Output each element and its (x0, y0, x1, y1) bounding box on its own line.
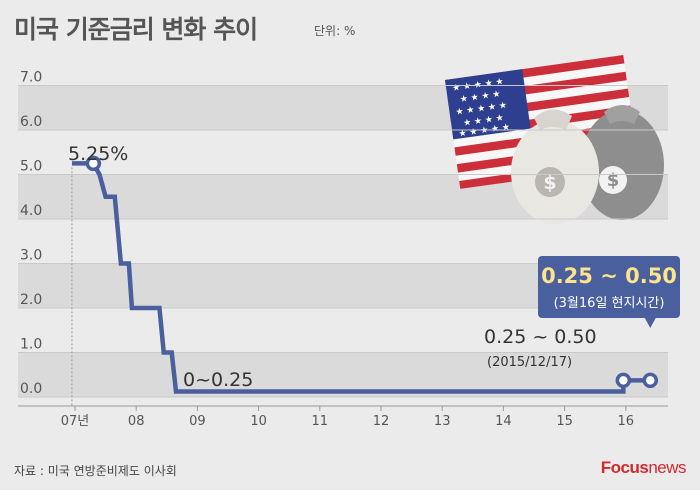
money-bags-illustration: $ $ (511, 105, 664, 224)
y-tick-0.0: 0.0 (20, 381, 42, 397)
annotations: 5.25% 0~0.25 0.25 ~ 0.50 (2015/12/17) 0.25 ~… (68, 143, 680, 391)
rate-point-0 (85, 155, 102, 172)
x-tick-11: 11 (312, 414, 329, 429)
x-tick-07년: 07년 (61, 414, 90, 429)
annotation-dec2015-rate: 0.25 ~ 0.50 (484, 326, 597, 348)
y-tick-3.0: 3.0 (20, 248, 42, 264)
chart-title: 미국 기준금리 변화 추이 (14, 15, 258, 44)
x-tick-10: 10 (250, 414, 267, 429)
y-tick-2.0: 2.0 (20, 292, 42, 308)
y-tick-7.0: 7.0 (20, 70, 42, 86)
x-axis: 07년 08 09 10 11 12 13 14 15 16 (18, 405, 668, 429)
svg-text:$: $ (607, 170, 620, 191)
logo-news: news (648, 458, 686, 477)
focusnews-logo: Focusnews (600, 458, 687, 478)
svg-text:$: $ (543, 172, 556, 194)
annotation-peak: 5.25% (68, 143, 128, 165)
y-tick-6.0: 6.0 (20, 114, 42, 130)
x-tick-15: 15 (556, 414, 573, 429)
rate-series (71, 155, 659, 394)
source-note: 자료 : 미국 연방준비제도 이사회 (14, 464, 177, 478)
annotation-zero-range: 0~0.25 (183, 369, 253, 391)
logo-brand: Focus (600, 458, 649, 477)
y-tick-1.0: 1.0 (20, 337, 42, 353)
x-tick-09: 09 (189, 414, 206, 429)
callout-pointer (644, 317, 657, 328)
unit-label: 단위: % (314, 24, 356, 38)
callout-date: (3월16일 현지시간) (554, 296, 665, 311)
rate-point-2 (642, 372, 659, 389)
rate-line (71, 161, 651, 394)
y-tick-5.0: 5.0 (20, 159, 42, 175)
x-tick-08: 08 (128, 414, 145, 429)
x-tick-14: 14 (495, 414, 512, 429)
x-tick-13: 13 (434, 414, 451, 429)
annotation-dec2015-date: (2015/12/17) (487, 355, 572, 370)
callout-rate: 0.25 ~ 0.50 (541, 264, 677, 288)
y-tick-4.0: 4.0 (20, 203, 42, 219)
x-tick-16: 16 (618, 414, 635, 429)
x-tick-12: 12 (373, 414, 390, 429)
rate-point-1 (615, 372, 632, 389)
callout-box (538, 256, 680, 318)
